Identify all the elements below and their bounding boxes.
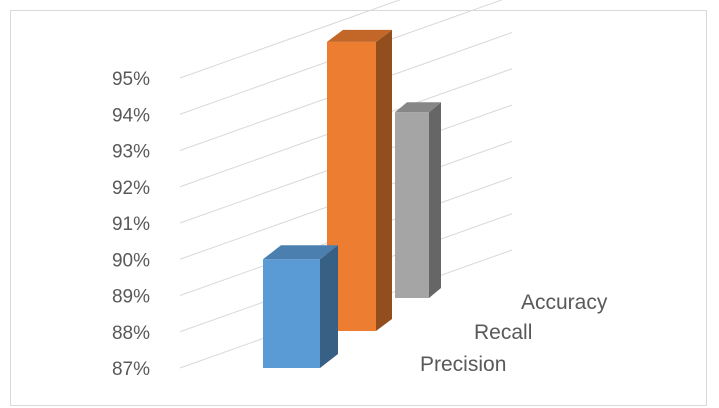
category-label-recall: Recall <box>474 321 532 344</box>
y-tick-label: 87% <box>112 359 150 380</box>
y-axis-ticks: 87% 88% 89% 90% 91% 92% 93% 94% 95% <box>112 69 150 380</box>
y-tick-label: 94% <box>112 105 150 126</box>
bars <box>263 29 441 368</box>
bar-accuracy <box>395 102 441 298</box>
y-tick-label: 95% <box>112 69 150 90</box>
bar-top-face <box>327 29 392 42</box>
bar-side-face <box>376 29 392 332</box>
y-tick-label: 90% <box>112 250 150 271</box>
y-tick-label: 88% <box>112 323 150 344</box>
category-label-precision: Precision <box>420 353 506 376</box>
y-tick-label: 89% <box>112 287 150 308</box>
bar-top-face <box>395 102 441 113</box>
y-tick-label: 92% <box>112 178 150 199</box>
y-tick-label: 93% <box>112 142 150 163</box>
bar-top-face <box>263 245 338 260</box>
category-label-accuracy: Accuracy <box>521 291 608 314</box>
bar-side-face <box>429 102 441 298</box>
bar-front-face <box>263 259 320 368</box>
y-tick-label: 91% <box>112 214 150 235</box>
bar-precision <box>263 245 338 368</box>
gridline-8 <box>179 0 401 79</box>
bar-front-face <box>395 112 429 298</box>
x-axis-categories: Precision Recall Accuracy <box>420 291 608 376</box>
bar-side-face <box>320 245 338 368</box>
